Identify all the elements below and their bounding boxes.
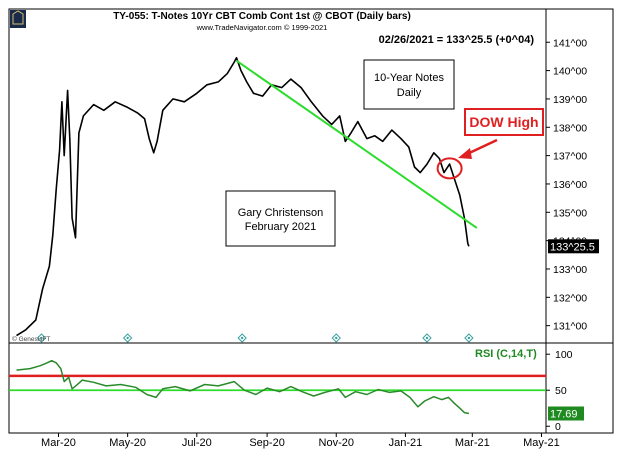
x-tick-label: Jan-21 xyxy=(389,437,423,449)
annotation-10yr-notes: 10-Year Notes Daily xyxy=(363,59,455,110)
price-series xyxy=(16,56,470,337)
rsi-title: RSI (C,14,T) xyxy=(475,348,537,360)
trade-navigator-logo xyxy=(10,10,26,28)
price-y-tick-label: 131^00 xyxy=(553,321,587,333)
trendline xyxy=(235,59,478,229)
event-markers xyxy=(36,333,474,343)
price-y-tick-label: 135^00 xyxy=(553,207,587,219)
rsi-y-tick-label: 100 xyxy=(555,349,573,361)
price-line xyxy=(16,56,470,337)
chart-frame xyxy=(8,8,614,434)
price-y-axis: 131^00132^00133^00134^00135^00136^00137^… xyxy=(546,37,587,333)
price-y-tick-label: 140^00 xyxy=(553,66,587,78)
copyright-text: www.TradeNavigator.com © 1999-2021 xyxy=(196,23,328,32)
annotation-line: February 2021 xyxy=(245,221,317,233)
chart-title: TY-055: T-Notes 10Yr CBT Comb Cont 1st @… xyxy=(113,11,411,22)
rsi-y-axis: 0 50 100 xyxy=(546,349,573,433)
annotation-box xyxy=(363,59,455,110)
price-readout: 02/26/2021 = 133^25.5 (+0^04) xyxy=(379,34,535,46)
rsi-series xyxy=(16,359,470,415)
rsi-y-tick-label: 50 xyxy=(555,385,567,397)
price-y-tick-label: 136^00 xyxy=(553,179,587,191)
event-marker-dot xyxy=(240,336,244,340)
x-tick-label: Mar-21 xyxy=(455,437,490,449)
logo-emblem-icon xyxy=(12,10,24,25)
price-y-tick-label: 137^00 xyxy=(553,151,587,163)
event-marker-dot xyxy=(40,336,43,340)
annotation-line: Daily xyxy=(397,87,422,99)
price-y-tick-label: 132^00 xyxy=(553,292,587,304)
rsi-tag-background xyxy=(548,406,584,421)
price-y-tick-label: 141^00 xyxy=(553,37,587,49)
dow-high-circle xyxy=(436,157,463,180)
price-last-value-tag: 133^25.5 xyxy=(548,239,599,254)
x-tick-label: Mar-20 xyxy=(41,437,76,449)
event-marker-dot xyxy=(126,336,129,340)
annotation-author: Gary Christenson February 2021 xyxy=(225,190,336,247)
dow-high-box xyxy=(464,108,544,136)
rsi-line xyxy=(16,359,470,415)
x-tick-label: Sep-20 xyxy=(249,437,284,449)
price-last-value: 133^25.5 xyxy=(550,241,595,253)
dow-high-arrow-icon xyxy=(458,138,498,159)
highlight-layer xyxy=(436,157,463,180)
x-tick-label: Nov-20 xyxy=(319,437,354,449)
rsi-y-tick-label: 0 xyxy=(555,421,561,433)
event-marker-dot xyxy=(335,336,338,340)
x-tick-label: May-21 xyxy=(523,437,560,449)
annotation-dow-high: DOW High xyxy=(464,108,544,136)
annotation-line: Gary Christenson xyxy=(238,207,324,219)
logo-badge xyxy=(10,10,26,28)
price-y-tick-label: 133^00 xyxy=(553,264,587,276)
price-tag-background xyxy=(548,239,599,254)
price-y-tick-label: 138^00 xyxy=(553,122,587,134)
x-tick-label: May-20 xyxy=(109,437,146,449)
rsi-last-value: 17.69 xyxy=(550,409,578,421)
trendline-layer xyxy=(235,59,478,229)
dow-high-label: DOW High xyxy=(469,114,538,130)
rsi-last-value-tag: 17.69 xyxy=(548,406,584,421)
event-marker-dot xyxy=(425,336,429,340)
genesis-watermark: © GenesisFT xyxy=(12,335,50,343)
x-axis: Mar-20 May-20 Jul-20 Sep-20 Nov-20 Jan-21 Mar-… xyxy=(41,433,560,449)
x-tick-label: Jul-20 xyxy=(182,437,212,449)
rsi-reference-lines xyxy=(9,374,546,392)
event-marker-dot xyxy=(467,336,471,340)
price-y-tick-label: 139^00 xyxy=(553,94,587,106)
annotation-line: 10-Year Notes xyxy=(374,72,444,84)
annotation-box xyxy=(225,190,336,247)
